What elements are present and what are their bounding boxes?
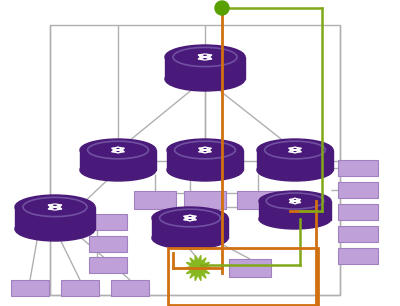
Bar [167, 150, 243, 170]
Ellipse shape [165, 67, 245, 91]
Bar [168, 248, 318, 305]
Ellipse shape [259, 209, 331, 229]
Ellipse shape [257, 139, 333, 161]
Bar [229, 259, 271, 277]
Bar [11, 280, 49, 296]
Ellipse shape [257, 159, 333, 181]
Bar [257, 150, 333, 170]
Ellipse shape [165, 45, 245, 69]
Bar [184, 191, 226, 209]
Bar [237, 191, 279, 209]
Bar [152, 218, 228, 238]
Bar [80, 150, 156, 170]
Ellipse shape [167, 159, 243, 181]
Polygon shape [185, 255, 211, 281]
Bar [111, 280, 149, 296]
Bar [338, 160, 378, 176]
Ellipse shape [15, 195, 95, 219]
Ellipse shape [80, 159, 156, 181]
Ellipse shape [152, 207, 228, 229]
Bar [50, 25, 340, 295]
Bar [89, 214, 127, 230]
Bar [15, 207, 95, 229]
Bar [338, 226, 378, 242]
Bar [61, 280, 99, 296]
Ellipse shape [15, 217, 95, 241]
Bar [134, 191, 176, 209]
Bar [338, 182, 378, 198]
Ellipse shape [259, 191, 331, 211]
Bar [338, 248, 378, 264]
Bar [259, 201, 331, 220]
Circle shape [215, 1, 229, 15]
Ellipse shape [152, 227, 228, 249]
Ellipse shape [167, 139, 243, 161]
Bar [89, 236, 127, 252]
Bar [89, 257, 127, 273]
Bar [338, 204, 378, 220]
Ellipse shape [80, 139, 156, 161]
Bar [165, 57, 245, 79]
